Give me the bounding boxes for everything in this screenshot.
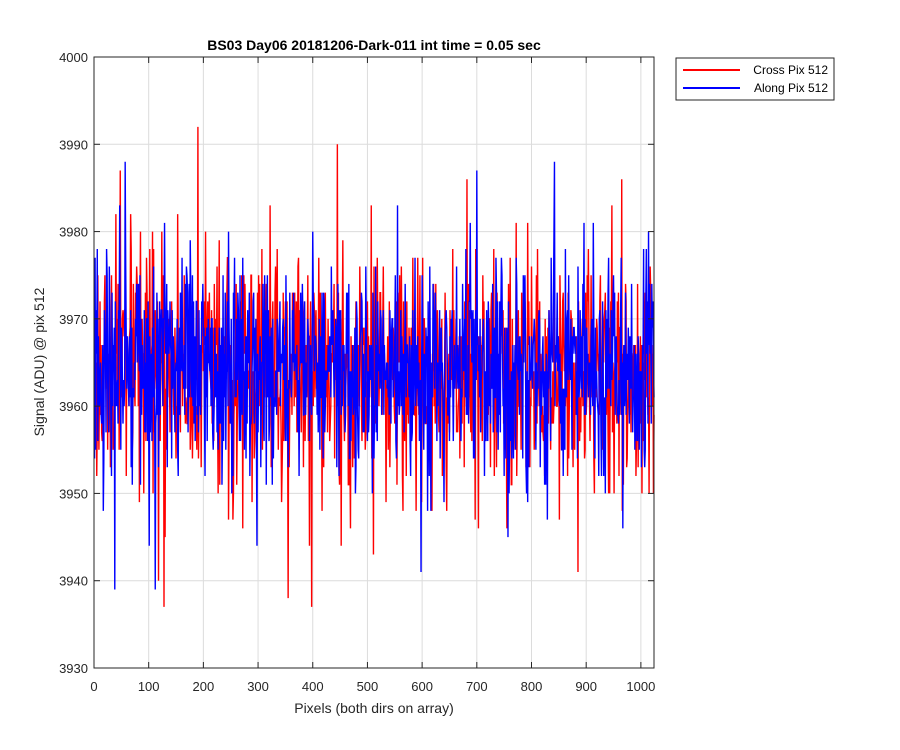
x-tick-label: 1000 [626,679,655,694]
x-tick-label: 600 [411,679,433,694]
x-tick-label: 900 [575,679,597,694]
y-tick-label: 4000 [59,50,88,65]
series-line-along-pix-512 [93,161,655,590]
chart-title: BS03 Day06 20181206-Dark-011 int time = … [207,37,541,53]
legend-label-along: Along Pix 512 [754,81,828,95]
x-axis-label: Pixels (both dirs on array) [294,700,454,716]
axes-box [93,56,655,669]
legend[interactable]: Cross Pix 512 Along Pix 512 [675,57,835,101]
x-tick-label: 300 [247,679,269,694]
y-tick-label: 3970 [59,312,88,327]
y-axis-label: Signal (ADU) @ pix 512 [31,287,47,436]
series-layer [93,126,655,607]
x-tick-label: 500 [357,679,379,694]
y-tick-label: 3940 [59,574,88,589]
y-tick-label: 3990 [59,137,88,152]
x-tick-label: 0 [90,679,97,694]
x-tick-label: 400 [302,679,324,694]
y-tick-label: 3930 [59,661,88,676]
y-tick-label: 3950 [59,486,88,501]
legend-label-cross: Cross Pix 512 [753,63,828,77]
y-tick-label: 3960 [59,399,88,414]
legend-box [675,57,835,101]
x-tick-label: 100 [138,679,160,694]
x-tick-label: 800 [521,679,543,694]
x-tick-label: 200 [193,679,215,694]
ticks: 0 100 200 300 400 500 600 700 800 900 1000 3930 3940… [59,50,655,694]
x-tick-label: 700 [466,679,488,694]
y-tick-label: 3980 [59,225,88,240]
